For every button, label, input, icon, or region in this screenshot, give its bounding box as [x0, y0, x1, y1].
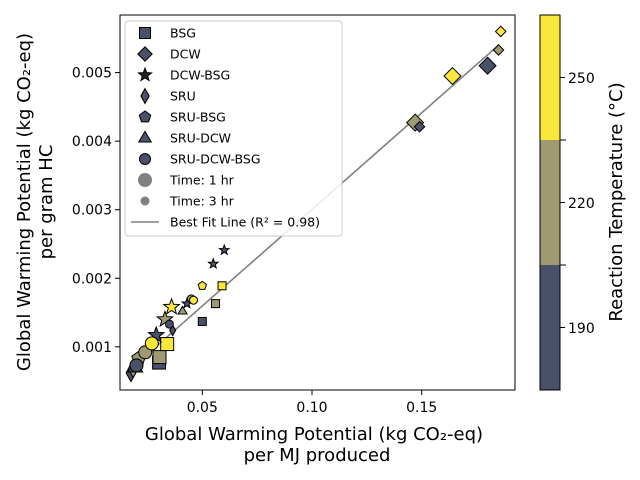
legend-thin-diamond-icon	[140, 87, 150, 105]
legend-label: BSG	[170, 26, 196, 41]
legend: BSG DCW DCW-BSG SRU SRU-BSG SRU-DCW SRU-DCW-BS…	[124, 20, 343, 237]
colorbar-tick-label-250: 250	[568, 71, 595, 87]
data-point-pentagon	[197, 280, 208, 290]
data-point-diamond	[443, 66, 462, 86]
data-point-square	[217, 281, 227, 291]
x-axis-ticks: 0.05 0.10 0.15	[187, 390, 437, 416]
legend-box	[124, 20, 343, 237]
x-tick-label: 0.10	[296, 400, 327, 416]
legend-triangle-icon	[137, 130, 153, 143]
y-tick-label: 0.003	[72, 203, 112, 219]
legend-label: Time: 1 hr	[169, 173, 235, 188]
y-tick-label: 0.001	[72, 340, 112, 356]
colorbar: 250 220 190 Reaction Temperature (°C)	[539, 14, 627, 391]
x-tick-label: 0.05	[187, 400, 218, 416]
legend-square-icon	[139, 27, 151, 39]
y-tick-label: 0.004	[72, 134, 112, 150]
y-axis-title-line1: Global Warming Potential (kg CO₂-eq)	[14, 33, 35, 371]
data-point-triangle	[177, 305, 188, 315]
y-tick-label: 0.005	[72, 66, 112, 82]
legend-circle-icon	[139, 153, 151, 165]
legend-label: SRU-DCW	[170, 131, 231, 146]
x-axis-title-line1: Global Warming Potential (kg CO₂-eq)	[145, 424, 483, 445]
legend-label: Time: 3 hr	[169, 194, 235, 209]
colorbar-segment-220	[540, 140, 560, 265]
legend-pentagon-icon	[138, 110, 152, 123]
data-point-square	[197, 316, 207, 326]
data-point-star	[207, 257, 220, 270]
data-point-circle	[189, 295, 199, 305]
legend-star-icon	[137, 66, 153, 82]
data-point-star	[155, 309, 175, 328]
y-axis-title-line2: per gram HC	[36, 145, 57, 260]
colorbar-tick-label-220: 220	[568, 196, 595, 212]
data-point-star	[162, 297, 181, 315]
data-point-diamond	[492, 44, 505, 56]
data-point-star	[218, 243, 231, 256]
data-point-circle	[144, 336, 159, 351]
legend-label: DCW	[170, 47, 201, 62]
data-point-diamond	[478, 56, 497, 75]
x-tick-label: 0.15	[406, 400, 437, 416]
data-point-square	[160, 337, 175, 352]
y-tick-label: 0.002	[72, 271, 112, 287]
data-point-circle	[129, 358, 144, 373]
colorbar-segment-250	[540, 15, 560, 140]
data-point-diamond	[494, 25, 507, 38]
legend-label: DCW-BSG	[170, 68, 230, 83]
legend-circle-small-icon	[140, 196, 150, 206]
legend-label: Best Fit Line (R² = 0.98)	[170, 215, 320, 230]
data-point-circle	[164, 319, 174, 329]
legend-circle-large-icon	[138, 173, 152, 187]
legend-label: SRU-BSG	[170, 110, 226, 125]
data-point-square	[210, 299, 220, 309]
y-axis-ticks: 0.001 0.002 0.003 0.004 0.005	[72, 66, 120, 356]
legend-label: SRU-DCW-BSG	[170, 152, 261, 167]
x-axis-title-line2: per MJ produced	[244, 445, 391, 466]
colorbar-tick-label-190: 190	[568, 321, 595, 337]
data-point-diamond	[405, 113, 425, 132]
legend-label: SRU	[170, 89, 196, 104]
colorbar-title: Reaction Temperature (°C)	[606, 82, 627, 321]
data-point-square	[152, 350, 167, 365]
legend-diamond-icon	[137, 46, 153, 62]
data-point-diamond	[413, 120, 426, 133]
colorbar-segment-190	[540, 265, 560, 390]
data-points	[125, 25, 507, 383]
plot-frame	[119, 14, 516, 391]
